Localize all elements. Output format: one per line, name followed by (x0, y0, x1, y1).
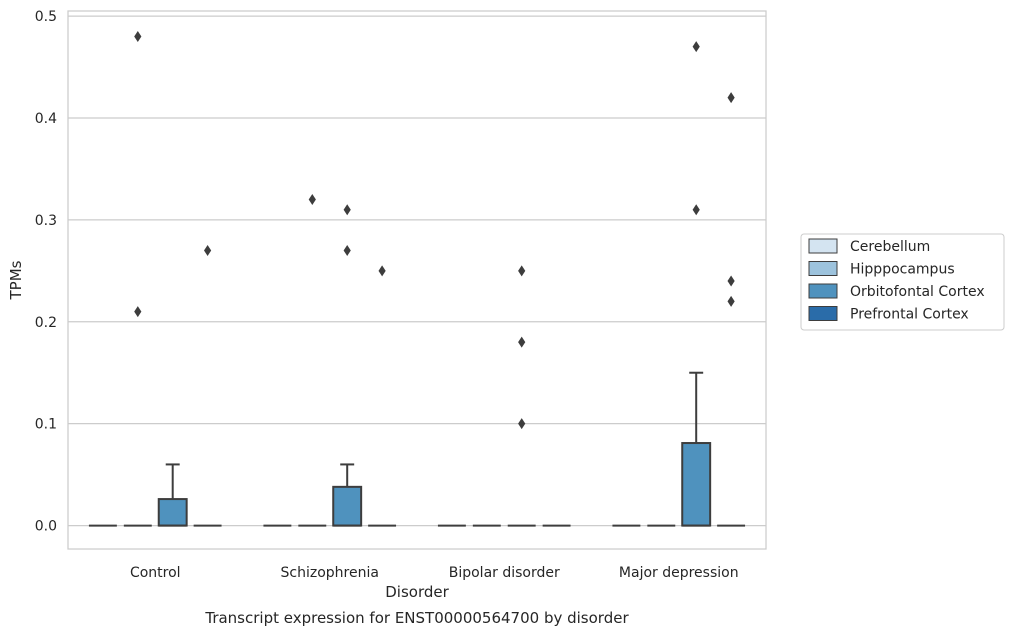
box-3-3 (717, 92, 746, 527)
outlier-point (204, 244, 212, 256)
outlier-point (518, 265, 526, 277)
y-axis-ticks: 0.0 0.1 0.2 0.3 0.4 0.5 (35, 9, 57, 534)
y-tick-label: 0.2 (35, 315, 57, 331)
legend-swatch (808, 283, 838, 299)
outlier-point (518, 336, 526, 348)
outlier-point (134, 306, 142, 318)
box-0-2 (157, 463, 188, 527)
outlier-point (727, 92, 735, 104)
box-1-1 (298, 194, 327, 527)
x-axis-title: Disorder (385, 583, 449, 601)
outlier-point (378, 265, 386, 277)
outlier-point (343, 204, 351, 216)
outlier-point (308, 194, 316, 206)
outlier-point (692, 204, 700, 216)
box-0-3 (193, 244, 222, 527)
gridlines (68, 15, 766, 527)
box (332, 485, 363, 527)
legend: Cerebellum Hipppocampus Orbitofontal Corte… (800, 233, 1005, 331)
legend-label: Cerebellum (850, 239, 930, 255)
x-tick-label: Bipolar disorder (449, 565, 560, 581)
box (681, 442, 712, 527)
legend-label: Orbitofontal Cortex (850, 284, 985, 300)
y-tick-label: 0.3 (35, 213, 57, 229)
box-1-3 (368, 265, 397, 527)
y-axis-title: TPMs (7, 260, 25, 300)
y-tick-label: 0.1 (35, 417, 57, 433)
legend-label: Hipppocampus (850, 262, 955, 278)
outlier-point (692, 41, 700, 53)
outlier-point (343, 244, 351, 256)
y-tick-label: 0.4 (35, 111, 57, 127)
legend-swatch (808, 261, 838, 276)
legend-swatch (808, 306, 838, 321)
legend-label: Prefrontal Cortex (850, 307, 969, 323)
outlier-point (134, 30, 142, 42)
x-tick-label: Schizophrenia (281, 565, 379, 581)
box-2-2 (507, 265, 536, 527)
box-3-2 (681, 41, 712, 527)
legend-frame (800, 233, 1005, 331)
box-1-2 (332, 204, 363, 527)
outlier-point (727, 275, 735, 287)
chart-caption: Transcript expression for ENST0000056470… (204, 609, 629, 627)
plot-area-frame (67, 10, 767, 550)
box-0-1 (123, 30, 152, 527)
box (157, 498, 188, 527)
y-tick-label: 0.5 (35, 9, 57, 25)
x-tick-label: Major depression (619, 565, 739, 581)
x-tick-label: Control (130, 565, 181, 581)
outlier-point (727, 295, 735, 307)
legend-swatch (808, 238, 838, 254)
box-marks (88, 30, 746, 527)
y-tick-label: 0.0 (35, 519, 57, 535)
outlier-point (518, 418, 526, 430)
x-axis-ticks: Control Schizophrenia Bipolar disorder Majo… (130, 565, 739, 581)
